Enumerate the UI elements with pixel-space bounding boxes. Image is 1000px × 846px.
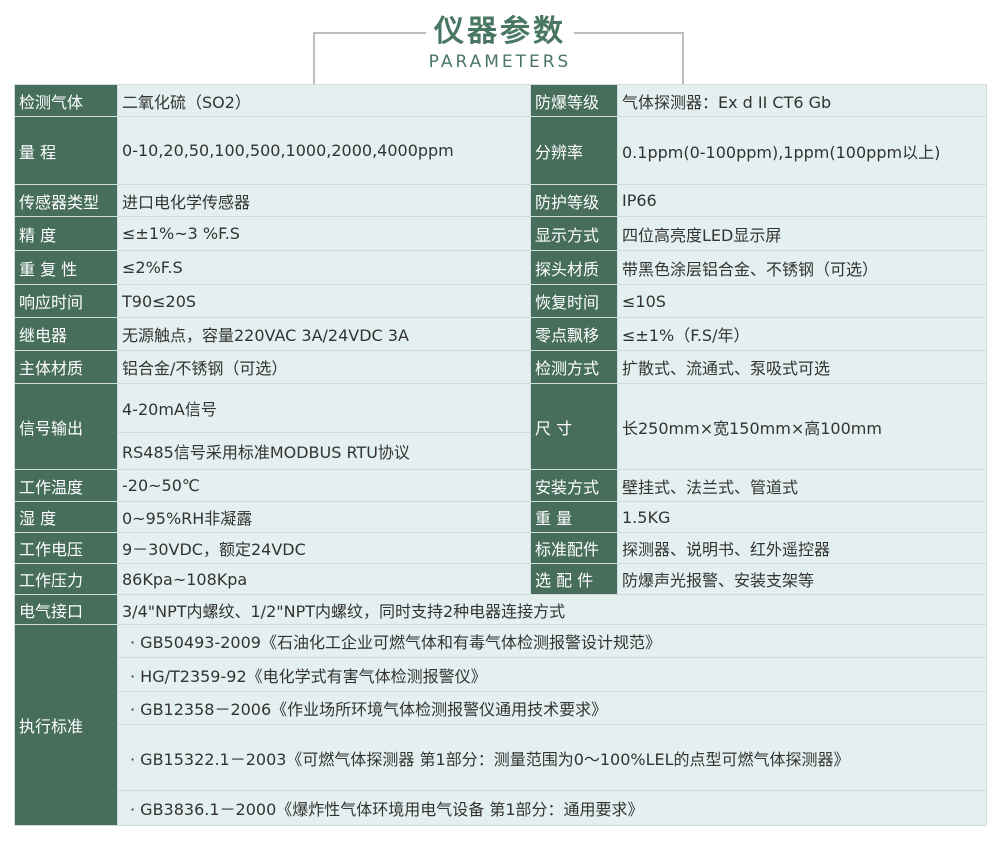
param-value: 防爆声光报警、安装支架等 bbox=[617, 563, 987, 595]
table-row: 继电器 无源触点，容量220VAC 3A/24VDC 3A 零点飘移 ≤±1%（F.S… bbox=[14, 317, 987, 351]
table-row: 工作电压 9－30VDC，额定24VDC 标准配件 探测器、说明书、红外遥控器 bbox=[14, 532, 987, 564]
standard-row: · HG/T2359-92《电化学式有害气体检测报警仪》 bbox=[15, 657, 987, 692]
standard-row: · GB12358－2006《作业场所环境气体检测报警仪通用技术要求》 bbox=[15, 691, 987, 725]
param-label: 防护等级 bbox=[530, 184, 618, 217]
standard-item: · GB12358－2006《作业场所环境气体检测报警仪通用技术要求》 bbox=[117, 691, 987, 725]
param-label: 检测气体 bbox=[14, 84, 118, 117]
param-label: 显示方式 bbox=[530, 216, 618, 251]
parameters-table: 检测气体 二氧化硫（SO2） 防爆等级 气体探测器：Ex d II CT6 Gb 量 程… bbox=[14, 84, 987, 826]
param-value: IP66 bbox=[617, 184, 987, 217]
table-row: 湿 度 0~95%RH非凝露重 量 1.5KG bbox=[14, 501, 987, 533]
param-value: 扩散式、流通式、泵吸式可选 bbox=[617, 350, 987, 384]
table-row: 重 复 性 ≤2%F.S 探头材质 带黑色涂层铝合金、不锈钢（可选） bbox=[14, 250, 987, 285]
param-value: 无源触点，容量220VAC 3A/24VDC 3A bbox=[117, 317, 531, 351]
param-label: 选 配 件 bbox=[530, 563, 618, 595]
table-row: 工作压力 86Kpa~108Kpa 选 配 件防爆声光报警、安装支架等 bbox=[14, 563, 987, 595]
param-label: 零点飘移 bbox=[530, 317, 618, 351]
param-value: 1.5KG bbox=[617, 501, 987, 533]
param-label: 重 量 bbox=[530, 501, 618, 533]
param-value: T90≤20S bbox=[117, 284, 531, 318]
param-label: 量 程 bbox=[14, 116, 118, 185]
param-label: 恢复时间 bbox=[530, 284, 618, 318]
param-value: 带黑色涂层铝合金、不锈钢（可选） bbox=[617, 250, 987, 285]
param-label: 标准配件 bbox=[530, 532, 618, 564]
param-value: ≤2%F.S bbox=[117, 250, 531, 285]
param-label: 重 复 性 bbox=[14, 250, 118, 285]
param-label: 执行标准 bbox=[14, 624, 118, 826]
param-value: 4-20mA信号 bbox=[117, 383, 531, 433]
param-label: 尺 寸 bbox=[530, 383, 618, 470]
standard-item: · HG/T2359-92《电化学式有害气体检测报警仪》 bbox=[117, 657, 987, 692]
param-value: 9－30VDC，额定24VDC bbox=[117, 532, 531, 564]
param-label: 工作温度 bbox=[14, 469, 118, 502]
param-label: 探头材质 bbox=[530, 250, 618, 285]
table-row: 主体材质 铝合金/不锈钢（可选） 检测方式 扩散式、流通式、泵吸式可选 bbox=[14, 350, 987, 384]
table-row: 精 度 ≤±1%~3 %F.S 显示方式 四位高亮度LED显示屏 bbox=[14, 216, 987, 251]
param-label: 继电器 bbox=[14, 317, 118, 351]
param-label: 安装方式 bbox=[530, 469, 618, 502]
param-value: 86Kpa~108Kpa bbox=[117, 563, 531, 595]
param-label: 传感器类型 bbox=[14, 184, 118, 217]
table-row: 传感器类型 进口电化学传感器 防护等级 IP66 bbox=[14, 184, 987, 217]
table-row: 检测气体 二氧化硫（SO2） 防爆等级 气体探测器：Ex d II CT6 Gb bbox=[14, 84, 987, 117]
param-label: 电气接口 bbox=[14, 594, 118, 625]
param-value: 气体探测器：Ex d II CT6 Gb bbox=[617, 84, 987, 117]
param-value: 探测器、说明书、红外遥控器 bbox=[617, 532, 987, 564]
param-value: 0.1ppm(0-100ppm),1ppm(100ppm以上) bbox=[617, 116, 987, 185]
param-label: 防爆等级 bbox=[530, 84, 618, 117]
param-value: RS485信号采用标准MODBUS RTU协议 bbox=[117, 432, 531, 470]
param-value: 二氧化硫（SO2） bbox=[117, 84, 531, 117]
param-label: 响应时间 bbox=[14, 284, 118, 318]
table-row: RS485信号采用标准MODBUS RTU协议 bbox=[15, 432, 987, 470]
standard-item: · GB15322.1－2003《可燃气体探测器 第1部分：测量范围为0～100… bbox=[117, 724, 987, 791]
standard-row: · GB3836.1－2000《爆炸性气体环境用电气设备 第1部分：通用要求》 bbox=[15, 790, 987, 826]
standard-row: 执行标准 · GB50493-2009《石油化工企业可燃气体和有毒气体检测报警设计… bbox=[14, 624, 987, 826]
param-label: 分辨率 bbox=[530, 116, 618, 185]
param-value: ≤10S bbox=[617, 284, 987, 318]
param-label: 工作压力 bbox=[14, 563, 118, 595]
param-value: 0~95%RH非凝露 bbox=[117, 501, 531, 533]
param-value: 长250mm×宽150mm×高100mm bbox=[617, 383, 987, 470]
param-value: ≤±1%~3 %F.S bbox=[117, 216, 531, 251]
param-label: 检测方式 bbox=[530, 350, 618, 384]
standard-item: · GB50493-2009《石油化工企业可燃气体和有毒气体检测报警设计规范》 bbox=[117, 624, 987, 658]
table-row: 量 程 0-10,20,50,100,500,1000,2000,4000ppm 分… bbox=[14, 116, 987, 185]
standard-item: · GB3836.1－2000《爆炸性气体环境用电气设备 第1部分：通用要求》 bbox=[117, 790, 987, 826]
standard-row: · GB15322.1－2003《可燃气体探测器 第1部分：测量范围为0～100… bbox=[15, 724, 987, 791]
param-label: 精 度 bbox=[14, 216, 118, 251]
param-value: 壁挂式、法兰式、管道式 bbox=[617, 469, 987, 502]
param-value: 铝合金/不锈钢（可选） bbox=[117, 350, 531, 384]
page-title: 仪器参数 bbox=[426, 12, 574, 52]
param-value: 四位高亮度LED显示屏 bbox=[617, 216, 987, 251]
table-row: 电气接口 3/4"NPT内螺纹、1/2"NPT内螺纹，同时支持2种电器连接方式 bbox=[14, 594, 987, 625]
table-row: 响应时间 T90≤20S 恢复时间 ≤10S bbox=[14, 284, 987, 318]
param-label: 工作电压 bbox=[14, 532, 118, 564]
param-value: 0-10,20,50,100,500,1000,2000,4000ppm bbox=[117, 116, 531, 185]
table-row: 信号输出 4-20mA信号尺 寸长250mm×宽150mm×高100mm bbox=[14, 383, 987, 470]
param-value: 3/4"NPT内螺纹、1/2"NPT内螺纹，同时支持2种电器连接方式 bbox=[117, 594, 987, 625]
param-value: ≤±1%（F.S/年） bbox=[617, 317, 987, 351]
param-value: 进口电化学传感器 bbox=[117, 184, 531, 217]
param-label: 信号输出 bbox=[14, 383, 118, 470]
page-subtitle: PARAMETERS bbox=[428, 52, 572, 72]
table-row: 工作温度 -20~50℃ 安装方式 壁挂式、法兰式、管道式 bbox=[14, 469, 987, 502]
param-value: -20~50℃ bbox=[117, 469, 531, 502]
param-label: 主体材质 bbox=[14, 350, 118, 384]
param-label: 湿 度 bbox=[14, 501, 118, 533]
